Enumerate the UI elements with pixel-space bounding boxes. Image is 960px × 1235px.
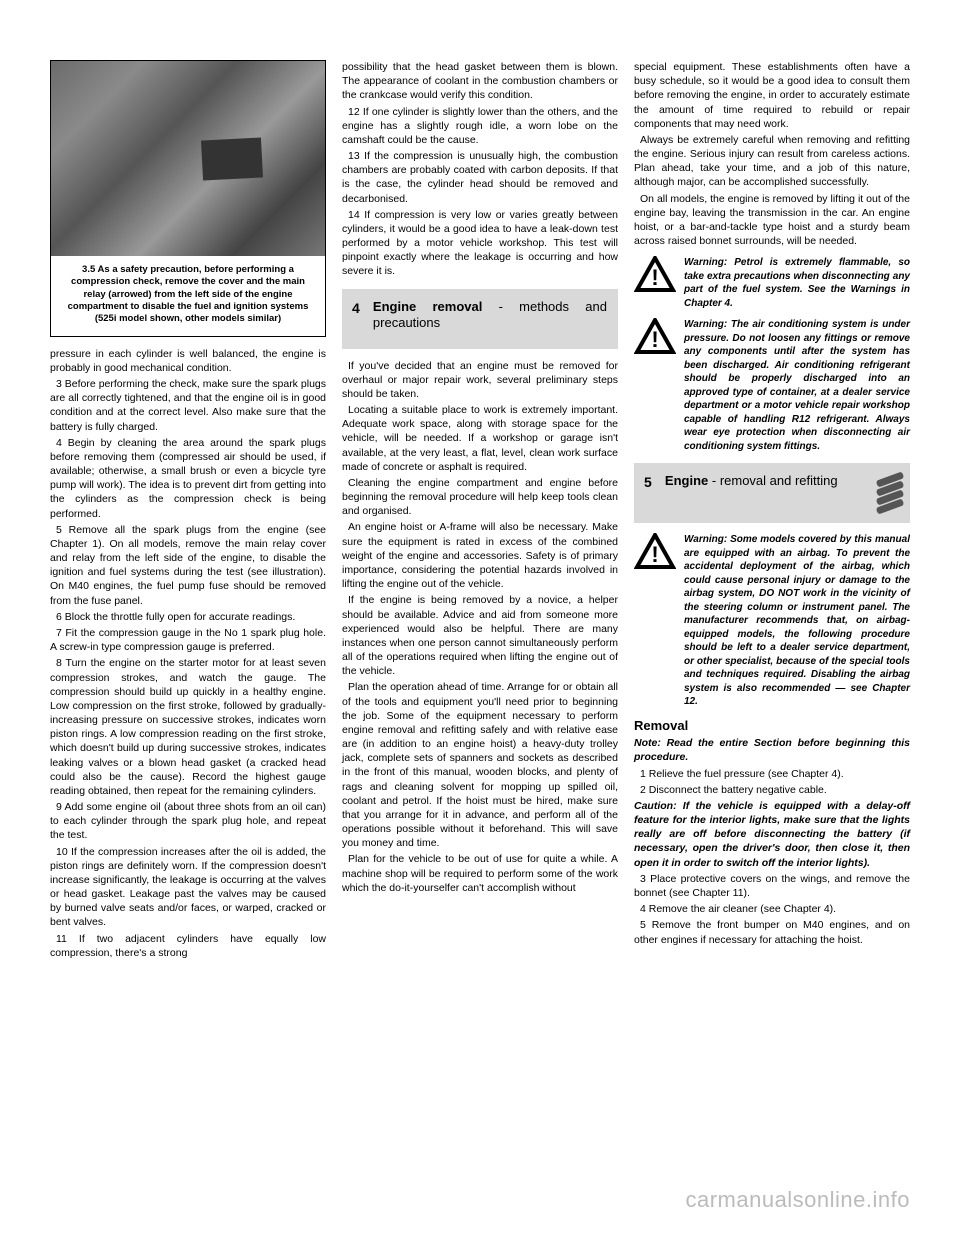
paragraph: 12 If one cylinder is slightly lower tha…	[342, 105, 618, 148]
page-columns: 3.5 As a safety precaution, before perfo…	[50, 60, 910, 962]
section-title: Engine - removal and refitting	[665, 473, 899, 490]
paragraph: If you've decided that an engine must be…	[342, 359, 618, 402]
svg-text:!: !	[651, 327, 658, 352]
paragraph: 4 Begin by cleaning the area around the …	[50, 436, 326, 521]
section-number: 5	[644, 473, 662, 492]
subheading-removal: Removal	[634, 717, 910, 735]
paragraph: If the engine is being removed by a novi…	[342, 593, 618, 678]
section-heading-4: 4 Engine removal - methods and precautio…	[342, 289, 618, 349]
warning-block: ! Warning: Some models covered by this m…	[634, 533, 910, 709]
watermark: carmanualsonline.info	[685, 1185, 910, 1215]
caution: Caution: If the vehicle is equipped with…	[634, 799, 910, 870]
paragraph: An engine hoist or A-frame will also be …	[342, 520, 618, 591]
paragraph: Plan the operation ahead of time. Arrang…	[342, 680, 618, 850]
paragraph: 3 Before performing the check, make sure…	[50, 377, 326, 434]
column-2: possibility that the head gasket between…	[342, 60, 618, 962]
paragraph: Plan for the vehicle to be out of use fo…	[342, 852, 618, 895]
paragraph: 5 Remove all the spark plugs from the en…	[50, 523, 326, 608]
section-number: 4	[352, 299, 370, 318]
warning-text: Warning: The air conditioning system is …	[684, 318, 910, 453]
column-3: special equipment. These establishments …	[634, 60, 910, 962]
paragraph: pressure in each cylinder is well balanc…	[50, 347, 326, 375]
paragraph: 3 Place protective covers on the wings, …	[634, 872, 910, 900]
paragraph: 1 Relieve the fuel pressure (see Chapter…	[634, 767, 910, 781]
warning-text: Warning: Petrol is extremely flammable, …	[684, 256, 910, 310]
figure-block: 3.5 As a safety precaution, before perfo…	[50, 60, 326, 337]
paragraph: Always be extremely careful when removin…	[634, 133, 910, 190]
paragraph: Locating a suitable place to work is ext…	[342, 403, 618, 474]
paragraph: 14 If compression is very low or varies …	[342, 208, 618, 279]
svg-text:!: !	[651, 542, 658, 567]
warning-text: Warning: Some models covered by this man…	[684, 533, 910, 709]
difficulty-rating-icon	[878, 474, 904, 512]
warning-block: ! Warning: Petrol is extremely flammable…	[634, 256, 910, 310]
warning-icon: !	[634, 533, 676, 569]
paragraph: possibility that the head gasket between…	[342, 60, 618, 103]
paragraph: special equipment. These establishments …	[634, 60, 910, 131]
paragraph: On all models, the engine is removed by …	[634, 192, 910, 249]
paragraph: 13 If the compression is unusually high,…	[342, 149, 618, 206]
note: Note: Read the entire Section before beg…	[634, 736, 910, 764]
paragraph: 8 Turn the engine on the starter motor f…	[50, 656, 326, 798]
warning-icon: !	[634, 318, 676, 354]
svg-text:!: !	[651, 265, 658, 290]
section-heading-5: 5 Engine - removal and refitting	[634, 463, 910, 523]
paragraph: 2 Disconnect the battery negative cable.	[634, 783, 910, 797]
column-1: 3.5 As a safety precaution, before perfo…	[50, 60, 326, 962]
paragraph: 4 Remove the air cleaner (see Chapter 4)…	[634, 902, 910, 916]
paragraph: 11 If two adjacent cylinders have equall…	[50, 932, 326, 960]
figure-caption: 3.5 As a safety precaution, before perfo…	[51, 256, 325, 336]
paragraph: 9 Add some engine oil (about three shots…	[50, 800, 326, 843]
warning-icon: !	[634, 256, 676, 292]
figure-photo	[51, 61, 325, 256]
section-title: Engine removal - methods and precautions	[373, 299, 607, 333]
paragraph: Cleaning the engine compartment and engi…	[342, 476, 618, 519]
warning-block: ! Warning: The air conditioning system i…	[634, 318, 910, 453]
paragraph: 10 If the compression increases after th…	[50, 845, 326, 930]
paragraph: 7 Fit the compression gauge in the No 1 …	[50, 626, 326, 654]
paragraph: 6 Block the throttle fully open for accu…	[50, 610, 326, 624]
paragraph: 5 Remove the front bumper on M40 engines…	[634, 918, 910, 946]
